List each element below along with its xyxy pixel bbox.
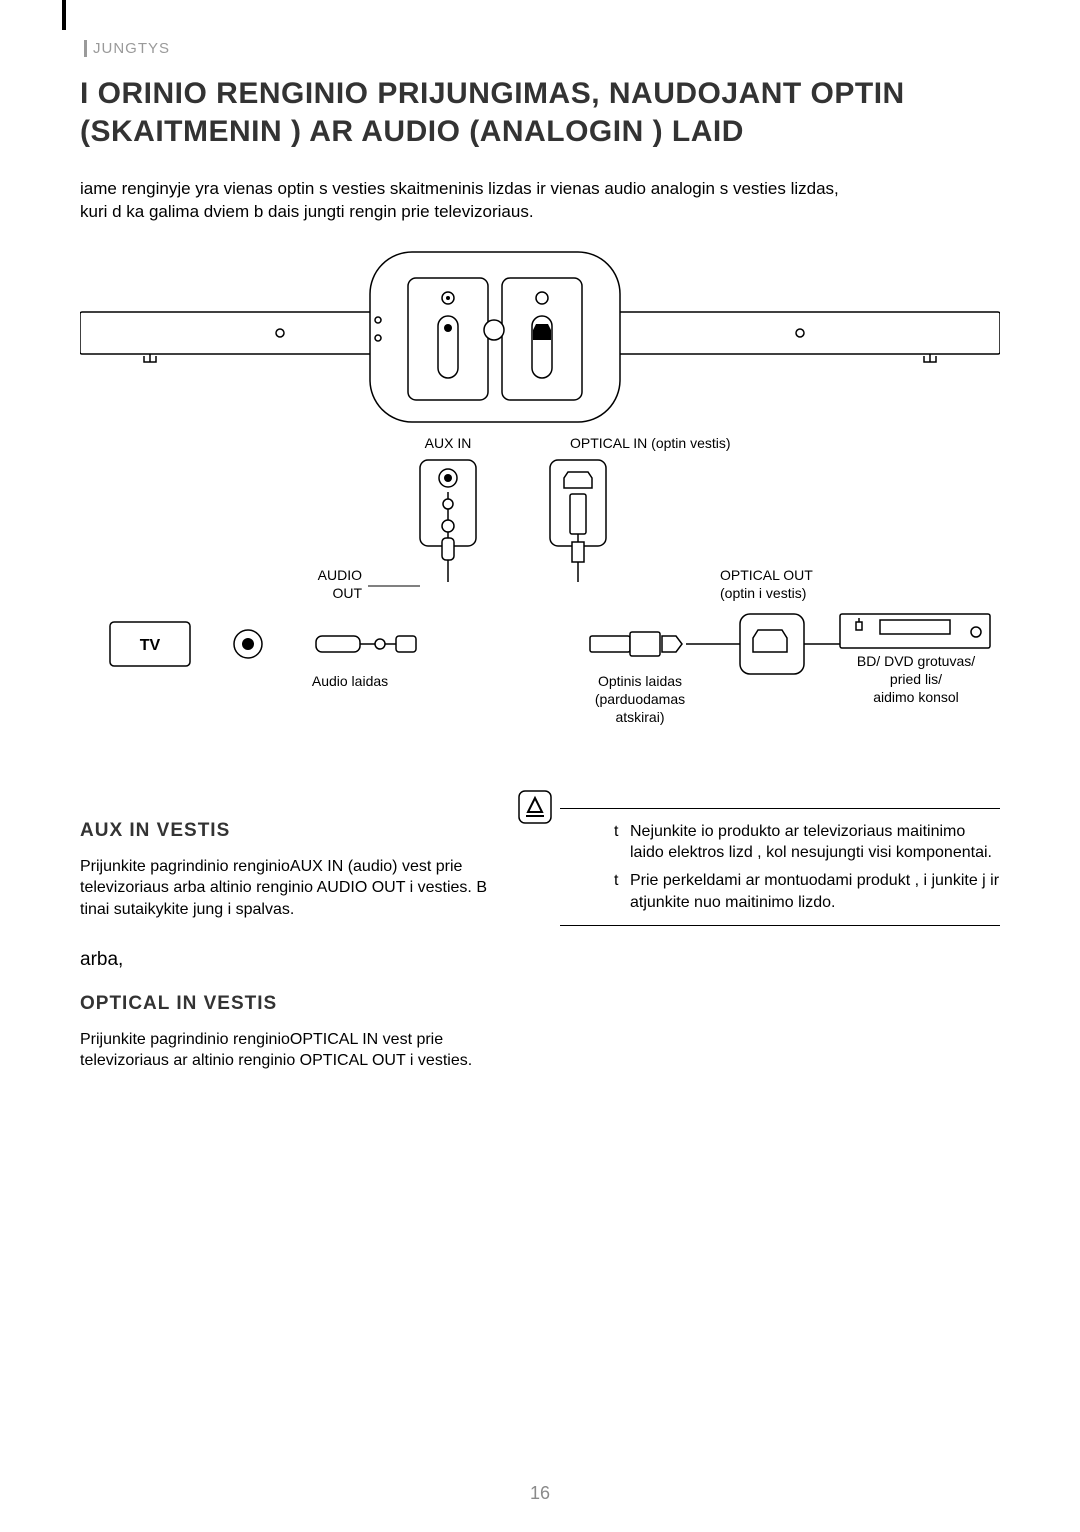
note-item: Nejunkite io produkto ar televizoriaus m…: [616, 821, 1000, 864]
label-optical-cable-1: Optinis laidas: [598, 673, 682, 689]
intro-text: iame renginyje yra vienas optin s vestie…: [80, 178, 1000, 224]
body-columns: AUX IN VESTIS Prijunkite pagrindinio ren…: [80, 798, 1000, 1072]
label-device-3: aidimo konsol: [873, 689, 959, 705]
aux-in-paragraph: Prijunkite pagrindinio renginioAUX IN (a…: [80, 856, 520, 921]
label-aux-in: AUX IN: [425, 435, 472, 451]
note-item: Prie perkeldami ar montuodami produkt , …: [616, 870, 1000, 913]
aux-in-heading: AUX IN VESTIS: [80, 820, 520, 842]
intro-line-1: iame renginyje yra vienas optin s vestie…: [80, 179, 839, 198]
label-device-2: pried lis/: [890, 671, 942, 687]
title-line-1: I ORINIO RENGINIO PRIJUNGIMAS, NAUDOJANT…: [80, 77, 905, 110]
label-audio-out-2: OUT: [332, 585, 362, 601]
optical-in-paragraph: Prijunkite pagrindinio renginioOPTICAL I…: [80, 1029, 520, 1072]
left-column: AUX IN VESTIS Prijunkite pagrindinio ren…: [80, 798, 520, 1072]
label-audio-cable: Audio laidas: [312, 673, 388, 689]
intro-line-2: kuri d ka galima dviem b dais jungti ren…: [80, 202, 534, 221]
connection-diagram: AUX IN OPTICAL IN (optin vestis) AUDIO O…: [80, 242, 1000, 782]
right-column: Nejunkite io produkto ar televizoriaus m…: [560, 798, 1000, 1072]
label-optical-out-1: OPTICAL OUT: [720, 567, 813, 583]
note-box: Nejunkite io produkto ar televizoriaus m…: [560, 798, 1000, 926]
label-audio-out-1: AUDIO: [318, 567, 362, 583]
header-accent-bar: [62, 0, 66, 30]
optical-in-heading: OPTICAL IN VESTIS: [80, 993, 520, 1015]
title-line-2: (SKAITMENIN ) AR AUDIO (ANALOGIN ) LAID: [80, 115, 744, 148]
label-optical-cable-2: (parduodamas: [595, 691, 685, 707]
page-number: 16: [0, 1483, 1080, 1504]
label-device-1: BD/ DVD grotuvas/: [857, 653, 975, 669]
note-divider-top: [560, 808, 1000, 809]
note-list: Nejunkite io produkto ar televizoriaus m…: [560, 821, 1000, 913]
label-tv: TV: [140, 637, 161, 654]
page-title: I ORINIO RENGINIO PRIJUNGIMAS, NAUDOJANT…: [80, 75, 1000, 150]
caution-icon: [518, 790, 552, 824]
label-optical-cable-3: atskirai): [615, 709, 664, 725]
label-optical-out-2: (optin i vestis): [720, 585, 806, 601]
section-label: JUNGTYS: [84, 40, 1000, 57]
note-divider-bottom: [560, 925, 1000, 926]
label-optical-in: OPTICAL IN (optin vestis): [570, 435, 731, 451]
arba-text: arba,: [80, 949, 520, 971]
